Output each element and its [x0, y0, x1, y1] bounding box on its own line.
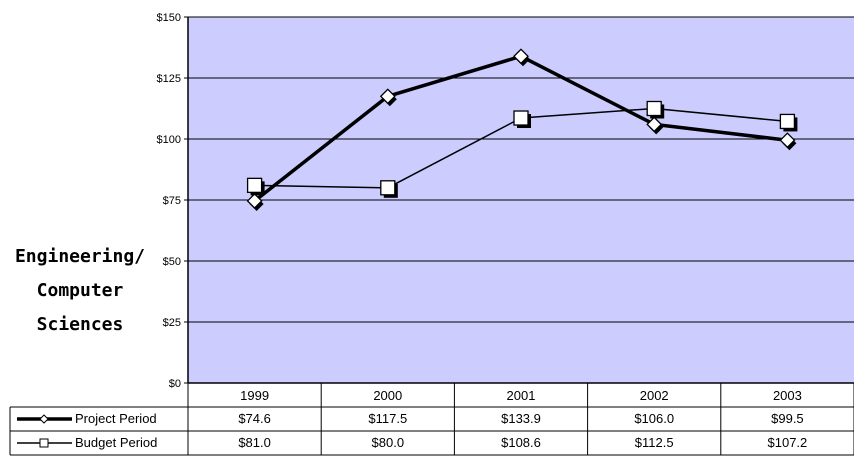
y-tick-label: $75 [163, 195, 181, 207]
data-table-value: $107.2 [768, 435, 808, 450]
x-tick-label: 1999 [240, 388, 269, 403]
legend-label: Project Period [75, 411, 157, 426]
side-label-line-2: Computer [36, 280, 124, 301]
side-label-line-1: Engineering/ [14, 246, 146, 267]
y-tick-label: $125 [157, 73, 181, 85]
data-table-value: $133.9 [501, 411, 541, 426]
y-tick-label: $100 [157, 134, 181, 146]
data-table-value: $108.6 [501, 435, 541, 450]
data-table-value: $99.5 [771, 411, 804, 426]
diamond-marker [779, 132, 796, 149]
square-marker [380, 180, 396, 196]
x-tick-label: 2003 [773, 388, 802, 403]
x-tick-label: 2001 [507, 388, 536, 403]
y-tick-label: $25 [163, 317, 181, 329]
x-tick-label: 2002 [640, 388, 669, 403]
data-table-value: $80.0 [372, 435, 405, 450]
x-tick-label: 2000 [373, 388, 402, 403]
data-table-value: $106.0 [634, 411, 674, 426]
square-marker [779, 113, 796, 130]
data-table-value: $117.5 [368, 411, 407, 426]
data-table-value: $74.6 [238, 411, 271, 426]
legend-label: Budget Period [75, 435, 157, 450]
legend-square-icon [39, 438, 49, 448]
diamond-marker [513, 48, 529, 65]
data-table-value: $81.0 [238, 435, 271, 450]
y-tick-label: $0 [169, 378, 181, 390]
diamond-marker [646, 116, 663, 133]
side-label-line-3: Sciences [36, 314, 124, 335]
y-tick-label: $50 [163, 256, 181, 268]
square-marker [246, 177, 263, 194]
square-marker [513, 110, 529, 126]
y-tick-label: $150 [157, 12, 181, 24]
data-table-value: $112.5 [635, 435, 674, 450]
diamond-marker [246, 193, 263, 209]
legend-diamond-icon [39, 414, 49, 424]
square-marker [646, 100, 662, 117]
diamond-marker [379, 88, 396, 105]
